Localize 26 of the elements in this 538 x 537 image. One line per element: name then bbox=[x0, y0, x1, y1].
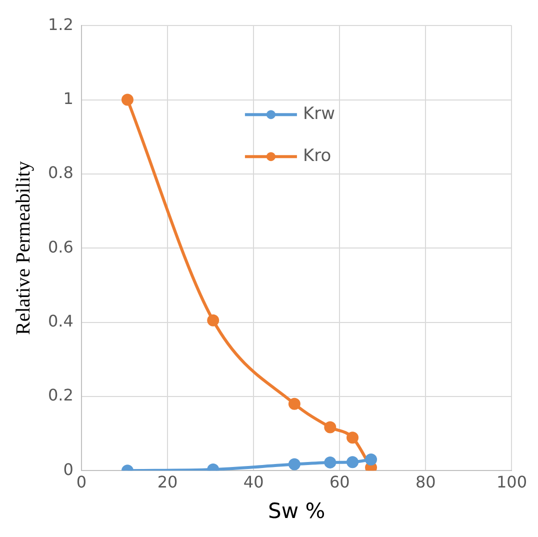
x-tick-label: 100 bbox=[496, 472, 528, 492]
y-tick-label: 0 bbox=[63, 460, 74, 479]
x-tick-label: 40 bbox=[243, 472, 264, 492]
y-axis-title: Relative Permeability bbox=[12, 161, 34, 336]
point bbox=[365, 453, 378, 466]
point bbox=[288, 398, 300, 410]
y-tick-label: 0.6 bbox=[48, 237, 74, 256]
y-tick-label: 0.4 bbox=[48, 311, 74, 330]
x-tick-label: 80 bbox=[415, 472, 436, 492]
point bbox=[288, 458, 300, 470]
point bbox=[121, 94, 134, 106]
y-tick-label: 1.2 bbox=[48, 14, 74, 34]
point bbox=[346, 456, 359, 468]
point bbox=[324, 421, 336, 434]
point bbox=[207, 314, 220, 326]
x-tick-label: 60 bbox=[329, 472, 350, 492]
y-tick-label: 0.8 bbox=[48, 163, 74, 182]
x-axis-title: Sw % bbox=[268, 498, 326, 523]
legend-label: Kro bbox=[302, 146, 332, 166]
point bbox=[324, 456, 336, 468]
legend-label: Krw bbox=[302, 104, 336, 124]
x-tick-label: 0 bbox=[76, 472, 87, 492]
y-tick-label: 0.2 bbox=[48, 386, 74, 405]
x-tick-label: 20 bbox=[157, 472, 178, 492]
point bbox=[346, 432, 359, 444]
y-tick-label: 1 bbox=[63, 88, 74, 108]
